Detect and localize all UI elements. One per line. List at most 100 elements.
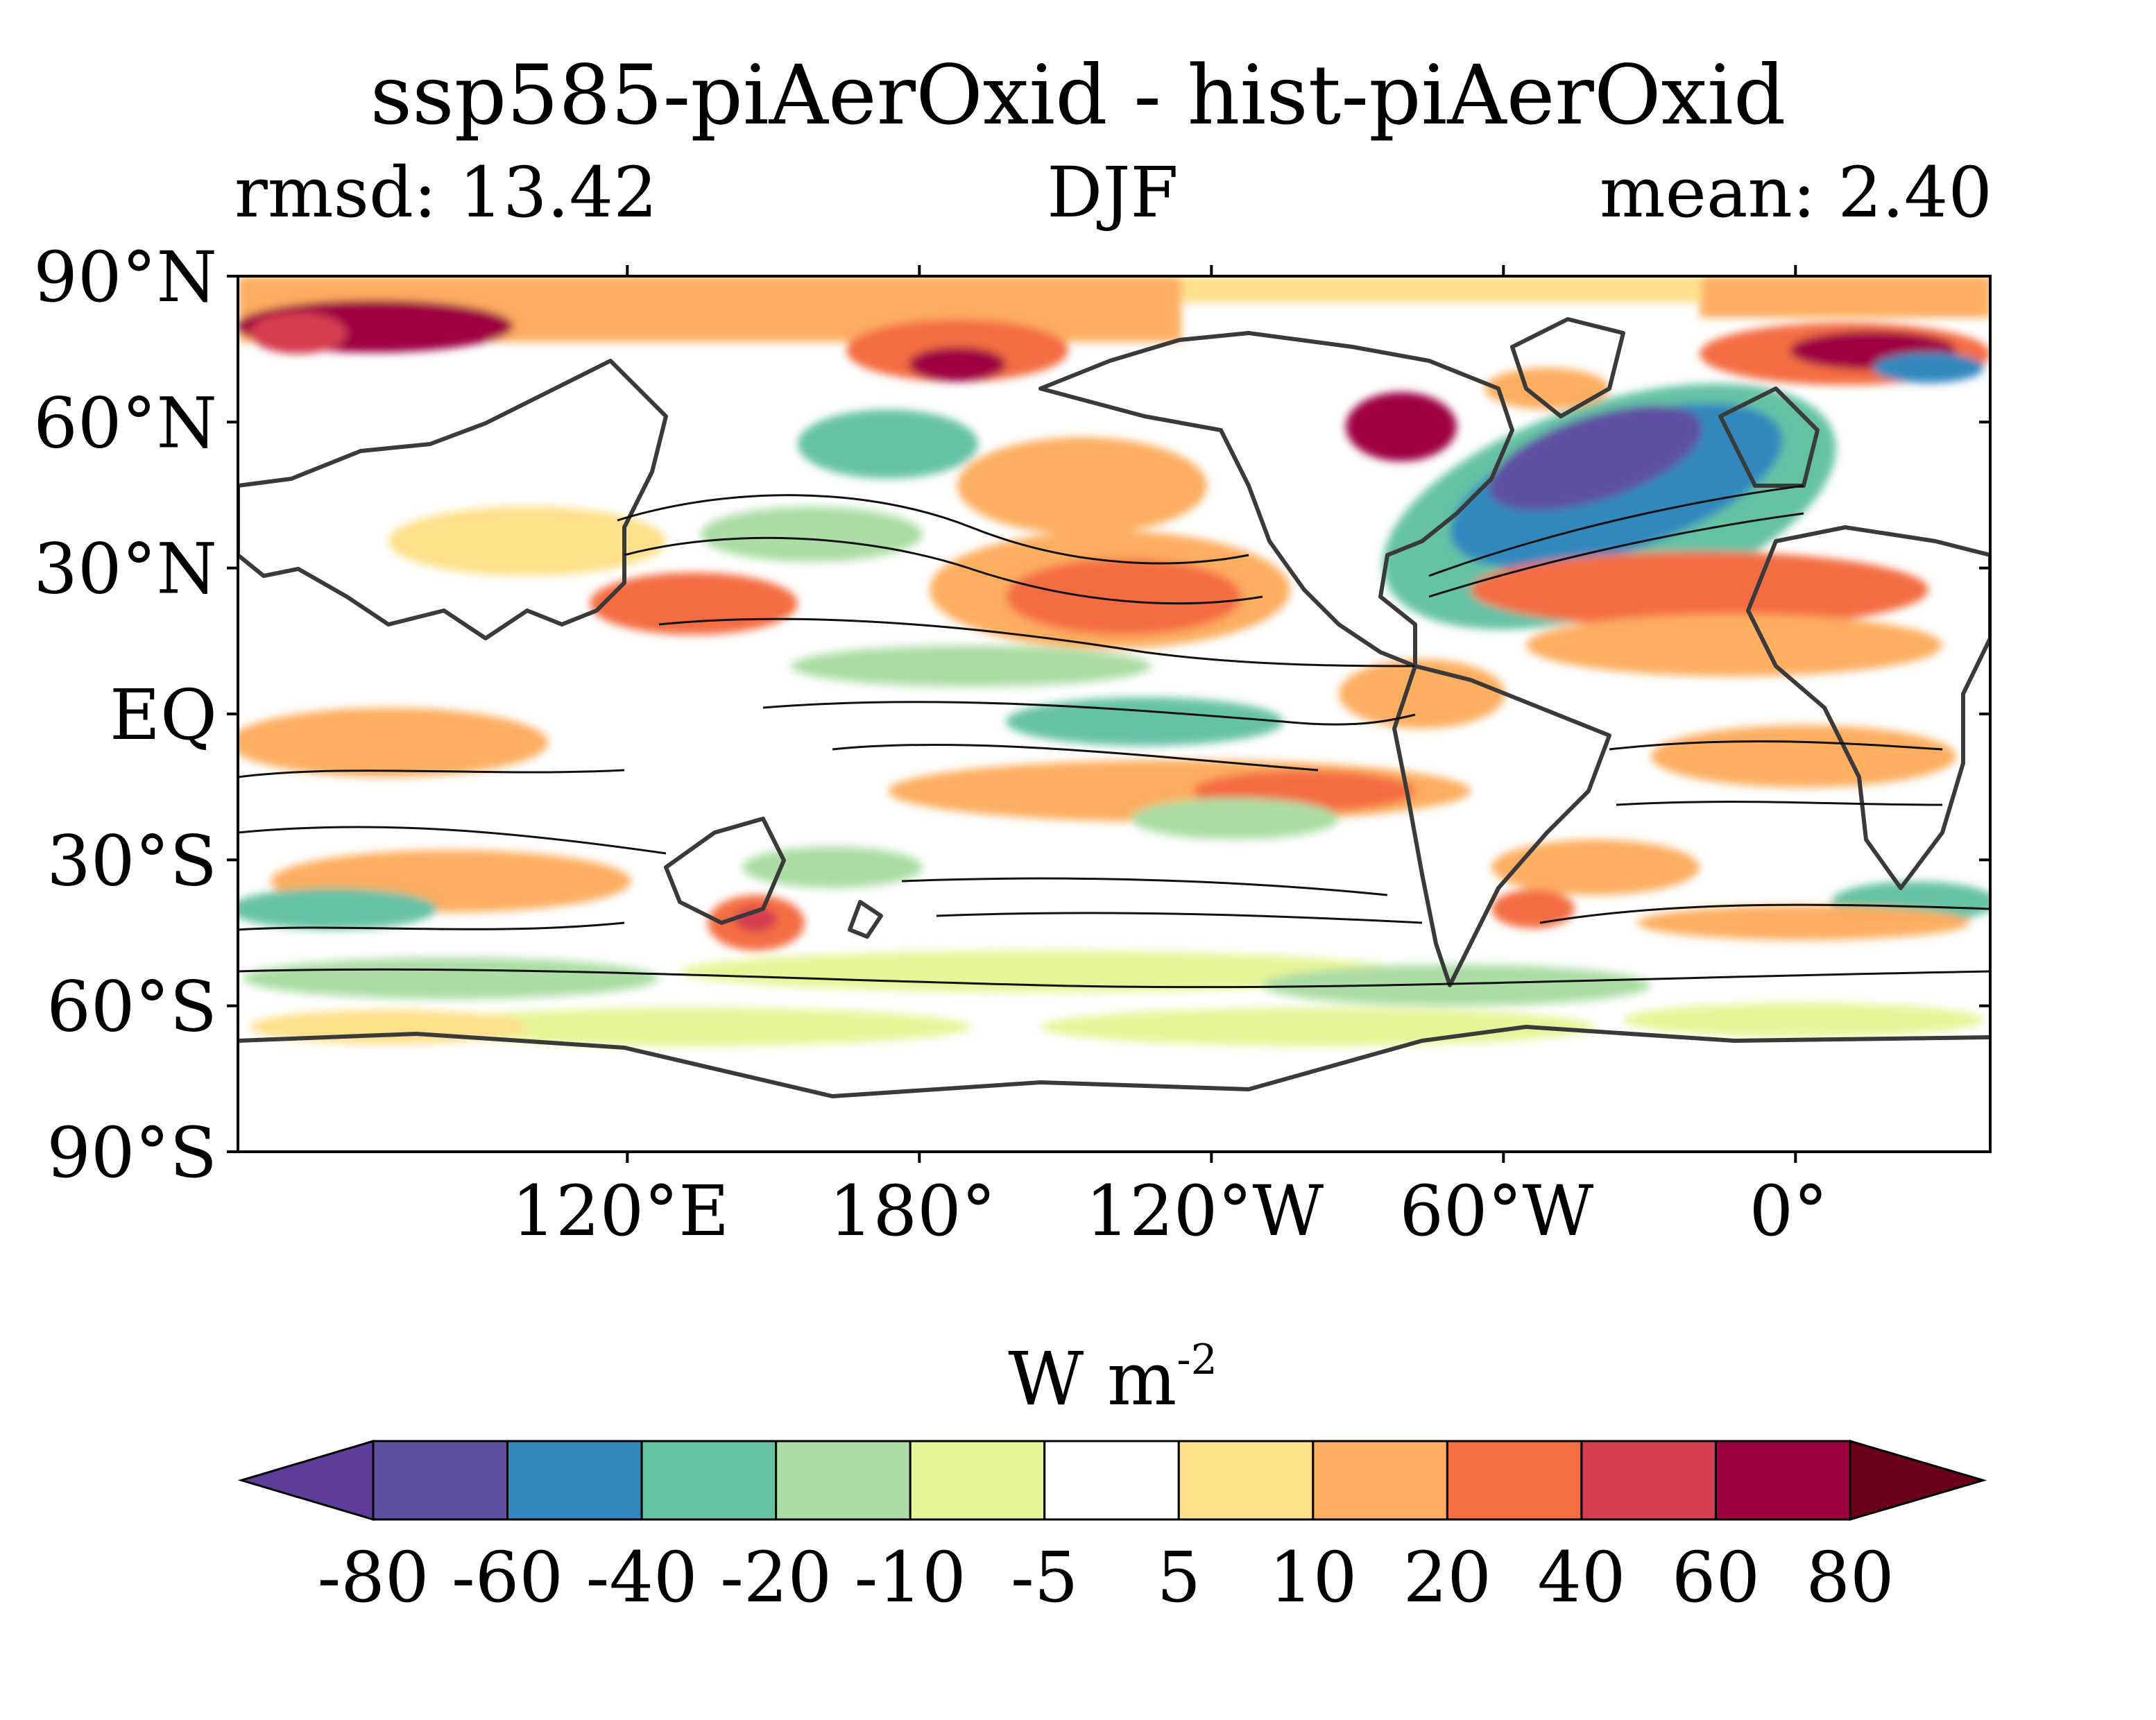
field-patch [791, 645, 1152, 687]
colorbar-extend-max [1849, 1439, 1987, 1522]
colorbar-tick-label: -40 [586, 1537, 698, 1618]
contour-line [624, 536, 1263, 605]
contours [238, 484, 1990, 989]
lat-tick-label: 60°S [46, 967, 217, 1048]
field-patch [1006, 559, 1242, 635]
colorbar-tick-label: -80 [317, 1537, 429, 1618]
axis-labels: 90°N 60°N 30°N EQ 30°S 60°S 90°S 120°E 180° 120°W… [33, 237, 1828, 1252]
colorbar-tick-label: 5 [1156, 1537, 1201, 1618]
colorbar-box [372, 1440, 509, 1521]
field-patch [388, 506, 666, 576]
field-patch [416, 1007, 971, 1046]
units-base: W m [1008, 1336, 1177, 1422]
colorbar-tick-label: 10 [1269, 1537, 1357, 1618]
colorbar-tick-label: 20 [1403, 1537, 1491, 1618]
lat-tick-label: 90°S [46, 1112, 217, 1193]
map-panel [238, 276, 1990, 1152]
field-patch [742, 846, 923, 888]
field-patch [1873, 352, 1984, 383]
field-patch [798, 409, 978, 479]
coast-south-america [1392, 664, 1611, 987]
contour-line [1428, 512, 1804, 598]
contour-line [901, 877, 1388, 896]
map-title: ssp585-piAerOxid - hist-piAerOxid [370, 47, 1786, 143]
field-patch [238, 708, 548, 777]
coast-antarctica [238, 1025, 1990, 1098]
field-patch [1485, 368, 1609, 409]
contour-line [238, 826, 667, 855]
lat-tick-label: 30°S [46, 820, 217, 901]
units-exponent: -2 [1177, 1336, 1217, 1384]
lat-tick-label: 60°N [33, 382, 217, 463]
contour-line [238, 769, 625, 778]
lat-tick-label: EQ [110, 674, 217, 756]
field-patch [238, 888, 437, 930]
colorbar-box [909, 1440, 1046, 1521]
field-patch [1181, 276, 1702, 303]
colorbar: -80 -60 -40 -20 -10 -5 5 10 20 40 60 80 [237, 1439, 1987, 1618]
field-patch [1471, 552, 1928, 628]
field-patch [1651, 725, 1956, 787]
colorbar-box [1043, 1440, 1180, 1521]
colorbar-tick-label: -20 [720, 1537, 832, 1618]
lat-tick-label: 90°N [33, 237, 217, 318]
coastlines [238, 317, 1990, 1098]
colorbar-box [1446, 1440, 1583, 1521]
field-patch [1491, 840, 1700, 895]
field-patch [590, 572, 798, 635]
lon-tick-label: 0° [1749, 1170, 1829, 1252]
coast-australia [664, 817, 786, 925]
season-label: DJF [1047, 152, 1179, 233]
rmsd-label: rmsd: 13.42 [234, 152, 658, 233]
field-patch [680, 951, 1401, 992]
colorbar-box [775, 1440, 912, 1521]
colorbar-tick-label: -60 [452, 1537, 563, 1618]
lon-tick-label: 120°E [511, 1170, 729, 1252]
contour-line [1609, 740, 1943, 751]
coast-eurasia [238, 359, 668, 640]
coast-africa [1746, 525, 1990, 890]
coast-north-america [1038, 331, 1514, 668]
axis-ticks [227, 265, 1990, 1163]
contour-line [762, 701, 1416, 726]
colorbar-tick-label: 80 [1806, 1537, 1894, 1618]
field-patch [1263, 964, 1651, 1006]
contour-line [238, 921, 625, 931]
lon-tick-label: 60°W [1399, 1170, 1593, 1252]
field-patch [1006, 697, 1283, 746]
colorbar-box [1177, 1440, 1315, 1521]
field-patch [909, 347, 1006, 382]
contour-line [832, 743, 1319, 772]
field-patch [1700, 276, 1990, 318]
field-patch [1491, 889, 1575, 928]
field-patch [957, 437, 1207, 534]
contour-line [658, 618, 1416, 667]
field-patch [1623, 1003, 1984, 1037]
colorbar-box [640, 1440, 778, 1521]
field-patch [1637, 905, 1970, 940]
coast-europe [1718, 386, 1820, 488]
colorbar-tick-label: 40 [1537, 1537, 1625, 1618]
colorbar-box [1312, 1440, 1448, 1521]
lat-tick-label: 30°N [33, 529, 217, 610]
field-patch [243, 957, 659, 999]
colorbar-box [1714, 1440, 1851, 1521]
contour-line [1539, 903, 1990, 924]
contour-line [1428, 484, 1804, 577]
colorbar-tick-label: 60 [1672, 1537, 1760, 1618]
contour-line [936, 912, 1423, 924]
colorbar-units: W m-2 [0, 1339, 2156, 1416]
contour-line [238, 968, 1990, 989]
contour-line [1616, 801, 1943, 806]
lon-tick-label: 120°W [1086, 1170, 1324, 1252]
field-patch [250, 312, 347, 354]
field-patch [1131, 798, 1339, 840]
field-patch [701, 506, 923, 562]
coast-greenland [1510, 317, 1625, 418]
lon-tick-label: 180° [829, 1170, 996, 1252]
coast-new-zealand [848, 900, 883, 939]
mean-label: mean: 2.40 [1599, 152, 1992, 233]
contour-line [617, 494, 1249, 565]
anomaly-field [238, 276, 1990, 1046]
